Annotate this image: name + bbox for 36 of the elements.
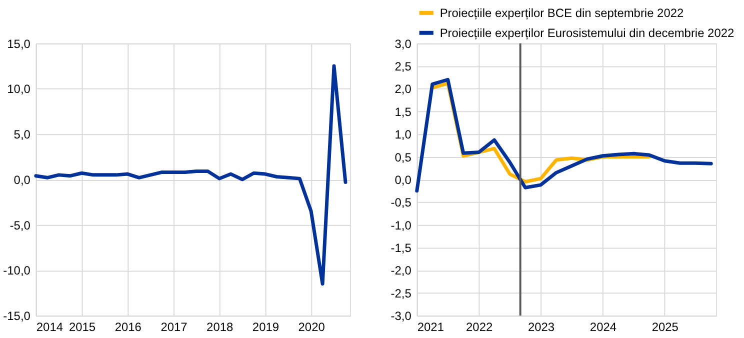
- y-tick-label: 10,0: [7, 82, 31, 96]
- x-tick-label: 2014: [36, 320, 64, 334]
- y-tick-label: -15,0: [3, 309, 31, 324]
- line-series: [415, 78, 713, 193]
- y-tick-label: 1,0: [394, 128, 412, 142]
- x-tick-label: 2015: [68, 320, 96, 334]
- x-tick-label: 2017: [160, 320, 188, 334]
- y-tick-label: 1,5: [394, 104, 412, 119]
- x-tick-label: 2019: [252, 320, 280, 334]
- legend-label: Proiecțiile experților Eurosistemului din decembrie 2022: [440, 26, 734, 40]
- x-tick-label: 2020: [298, 320, 326, 334]
- y-tick-label: -10,0: [3, 264, 31, 278]
- y-tick-label: -0,5: [390, 196, 412, 210]
- y-tick-label: 2,0: [394, 82, 412, 96]
- y-tick-label: 0,0: [14, 172, 31, 187]
- y-tick-label: -1,5: [390, 241, 412, 256]
- y-tick-label: 2,5: [394, 60, 412, 74]
- y-tick-label: 0,0: [394, 172, 412, 187]
- y-tick-label: -5,0: [10, 218, 31, 232]
- x-tick-label: 2024: [590, 320, 617, 334]
- line-series: [34, 64, 348, 286]
- x-tick-label: 2025: [652, 320, 679, 334]
- legend-label: Proiecțiile experților BCE din septembrie 2022: [440, 6, 684, 20]
- y-tick-label: -1,0: [390, 218, 412, 232]
- x-tick-label: 2023: [528, 320, 555, 334]
- y-tick-label: 15,0: [7, 36, 31, 51]
- y-tick-label: -2,5: [390, 286, 412, 300]
- y-tick-label: -2,0: [390, 264, 412, 278]
- y-tick-label: -3,0: [390, 309, 412, 324]
- x-tick-label: 2021: [417, 320, 444, 334]
- y-tick-label: 5,0: [14, 128, 31, 142]
- y-tick-label: 0,5: [394, 150, 412, 164]
- x-tick-label: 2022: [466, 320, 493, 334]
- x-tick-label: 2016: [114, 320, 142, 334]
- y-tick-label: 3,0: [394, 36, 412, 51]
- x-tick-label: 2018: [206, 320, 234, 334]
